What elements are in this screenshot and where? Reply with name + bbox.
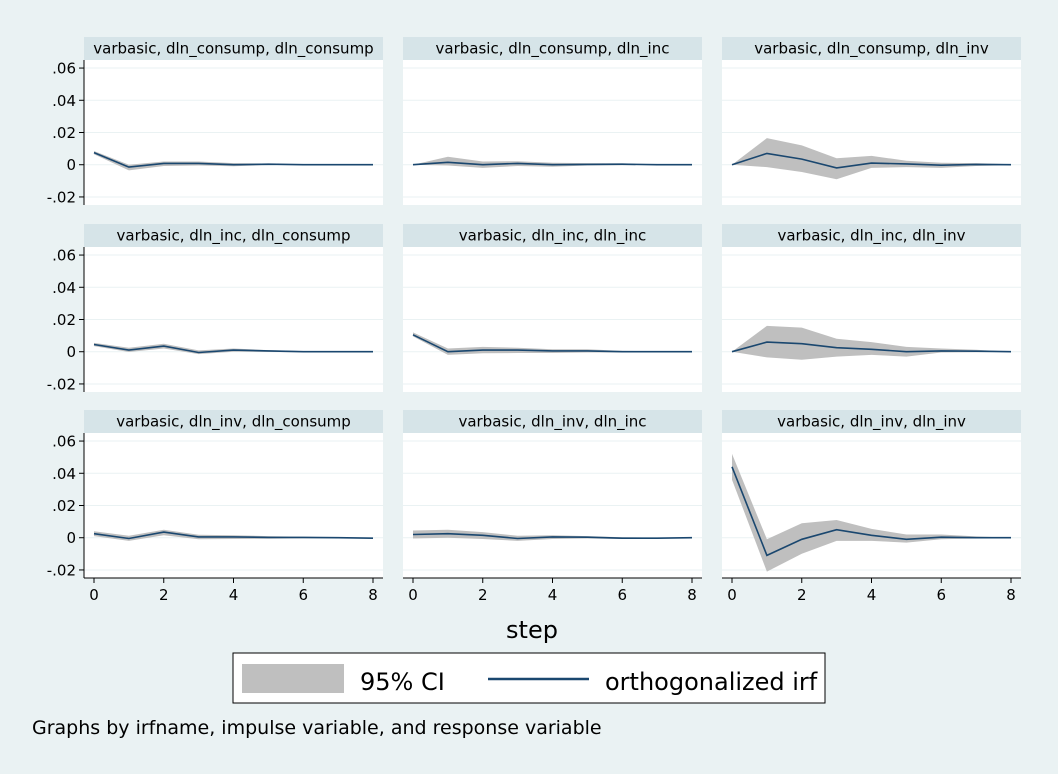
- irf-line: [731, 466, 1011, 557]
- legend-ci-label: 95% CI: [360, 668, 445, 696]
- panel-title: varbasic, dln_inc, dln_inc: [459, 227, 647, 246]
- y-tick-label: .06: [52, 433, 76, 451]
- y-tick-label: .02: [52, 124, 76, 142]
- irf-line: [93, 531, 374, 540]
- panel-title: varbasic, dln_inv, dln_inc: [458, 413, 646, 432]
- y-tick-label: .02: [52, 311, 76, 329]
- panel-4: varbasic, dln_inc, dln_consump -.02 0 .02 .0…: [47, 224, 383, 393]
- x-tick-label: 0: [89, 586, 99, 604]
- y-tick-label: .06: [52, 247, 76, 265]
- legend-ci-swatch: [242, 664, 344, 693]
- panel-title: varbasic, dln_consump, dln_inv: [754, 40, 989, 59]
- panel-grid: varbasic, dln_consump, dln_consump -.02 0.…: [47, 37, 1021, 604]
- panel-6: varbasic, dln_inc, dln_inv: [722, 224, 1021, 392]
- irf-line: [731, 152, 1012, 169]
- irf-line: [731, 341, 1012, 353]
- panel-title: varbasic, dln_inc, dln_inv: [777, 227, 965, 246]
- x-tick-label: 2: [797, 586, 807, 604]
- panel-3: varbasic, dln_consump, dln_inv: [722, 37, 1021, 205]
- ci-band: [732, 138, 1011, 180]
- panel-1: varbasic, dln_consump, dln_consump -.02 0.…: [47, 37, 383, 206]
- y-tick-label: -.02: [47, 561, 76, 579]
- y-tick-label: -.02: [47, 375, 76, 393]
- irf-line: [412, 334, 692, 353]
- x-tick-label: 8: [687, 586, 697, 604]
- legend: 95% CI orthogonalized irf: [232, 652, 826, 704]
- y-tick-label: .06: [52, 60, 76, 78]
- x-tick-label: 6: [617, 586, 627, 604]
- panel-title: varbasic, dln_consump, dln_inc: [436, 40, 670, 59]
- panel-title: varbasic, dln_inv, dln_consump: [116, 413, 351, 432]
- x-tick-label: 0: [408, 586, 418, 604]
- y-tick-label: 0: [66, 343, 76, 361]
- panel-header: [84, 410, 383, 433]
- panel-5: varbasic, dln_inc, dln_inc: [403, 224, 702, 392]
- ci-band: [94, 151, 373, 171]
- panel-header: [722, 410, 1021, 433]
- x-tick-label: 8: [368, 586, 378, 604]
- irf-line: [93, 151, 373, 168]
- panel-8: varbasic, dln_inv, dln_inc 0 2 4 6 8: [403, 410, 702, 604]
- panel-2: varbasic, dln_consump, dln_inc: [403, 37, 702, 205]
- panel-header: [84, 37, 383, 60]
- irf-line: [412, 532, 693, 540]
- y-tick-label: 0: [66, 529, 76, 547]
- y-tick-label: .02: [52, 497, 76, 515]
- y-tick-label: .04: [52, 92, 76, 110]
- panel-title: varbasic, dln_consump, dln_consump: [93, 40, 373, 59]
- graph-note: Graphs by irfname, impulse variable, and…: [32, 717, 602, 739]
- x-tick-label: 4: [229, 586, 239, 604]
- y-tick-label: 0: [66, 156, 76, 174]
- panel-header: [403, 224, 702, 247]
- x-tick-label: 2: [159, 586, 169, 604]
- x-tick-label: 4: [867, 586, 877, 604]
- panel-7: varbasic, dln_inv, dln_consump -.02 0 .02 .0…: [47, 410, 383, 604]
- x-axis-title: step: [506, 616, 558, 644]
- panel-9: varbasic, dln_inv, dln_inv 0 2 4 6 8: [722, 410, 1021, 604]
- panel-header: [403, 37, 702, 60]
- panel-header: [722, 37, 1021, 60]
- y-tick-label: .04: [52, 279, 76, 297]
- y-tick-label: -.02: [47, 188, 76, 206]
- legend-irf-label: orthogonalized irf: [605, 668, 818, 696]
- x-tick-label: 2: [478, 586, 488, 604]
- irf-line: [93, 343, 373, 354]
- panel-header: [722, 224, 1021, 247]
- x-tick-label: 6: [298, 586, 308, 604]
- x-tick-label: 0: [727, 586, 737, 604]
- ci-band: [732, 453, 1011, 572]
- ci-band: [413, 332, 692, 355]
- panel-header: [403, 410, 702, 433]
- panel-title: varbasic, dln_inv, dln_inv: [777, 413, 966, 432]
- x-tick-label: 4: [548, 586, 558, 604]
- x-tick-label: 8: [1006, 586, 1016, 604]
- y-tick-label: .04: [52, 465, 76, 483]
- x-tick-label: 6: [936, 586, 946, 604]
- panel-header: [84, 224, 383, 247]
- panel-title: varbasic, dln_inc, dln_consump: [117, 227, 351, 246]
- irf-line: [412, 161, 692, 166]
